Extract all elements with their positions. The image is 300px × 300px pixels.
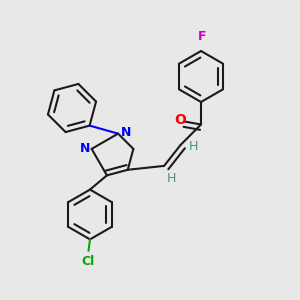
Text: O: O — [174, 113, 186, 127]
Text: N: N — [80, 142, 90, 155]
Text: F: F — [198, 31, 207, 44]
Text: N: N — [121, 126, 131, 139]
Text: Cl: Cl — [82, 255, 95, 268]
Text: H: H — [189, 140, 198, 153]
Text: H: H — [167, 172, 176, 185]
